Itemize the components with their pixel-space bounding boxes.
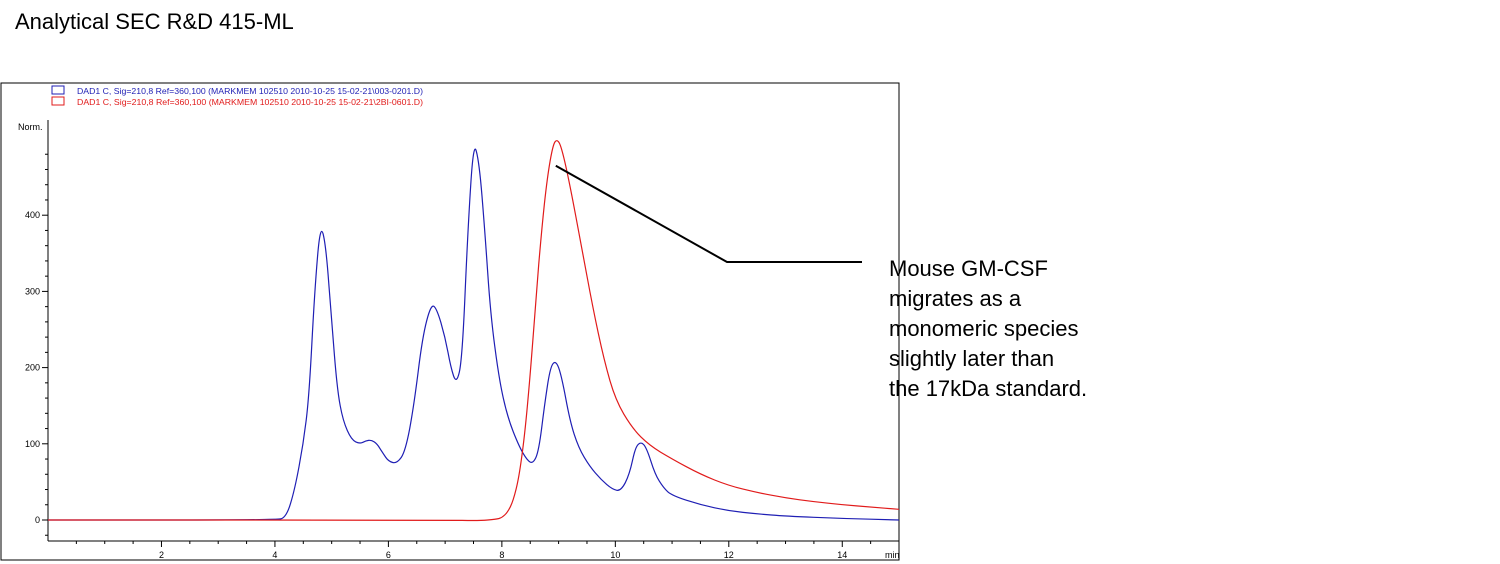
x-tick-label: 8 <box>499 550 504 560</box>
y-axis-label: Norm. <box>18 122 43 132</box>
series-line-2 <box>48 140 900 522</box>
y-tick-label: 0 <box>35 515 40 525</box>
annotation-line: monomeric species <box>889 316 1079 341</box>
y-tick-label: 300 <box>25 286 40 296</box>
annotation-leader-line <box>555 164 862 263</box>
y-tick-label: 100 <box>25 439 40 449</box>
slide-title: Analytical SEC R&D 415-ML <box>15 9 294 34</box>
annotation-line: Mouse GM-CSF <box>889 256 1048 281</box>
y-tick-label: 400 <box>25 210 40 220</box>
annotation-line: migrates as a <box>889 286 1022 311</box>
annotation-line: slightly later than <box>889 346 1055 371</box>
x-tick-label: 12 <box>724 550 734 560</box>
legend-entry: DAD1 C, Sig=210,8 Ref=360,100 (MARKMEM 1… <box>77 86 423 96</box>
x-tick-label: 6 <box>386 550 391 560</box>
x-tick-label: 2 <box>159 550 164 560</box>
chart-frame <box>0 82 900 561</box>
legend-swatch <box>51 96 65 106</box>
annotation-text: Mouse GM-CSF migrates as a monomeric spe… <box>889 254 1087 404</box>
series-line-1 <box>48 148 900 521</box>
x-tick-label: 10 <box>610 550 620 560</box>
legend-swatch <box>51 85 65 95</box>
annotation-line: the 17kDa standard. <box>889 376 1088 401</box>
y-tick-label: 200 <box>25 363 40 373</box>
x-tick-label: 4 <box>272 550 277 560</box>
legend-entry: DAD1 C, Sig=210,8 Ref=360,100 (MARKMEM 1… <box>77 97 423 107</box>
x-axis-label: min <box>885 550 900 560</box>
x-tick-label: 14 <box>837 550 847 560</box>
